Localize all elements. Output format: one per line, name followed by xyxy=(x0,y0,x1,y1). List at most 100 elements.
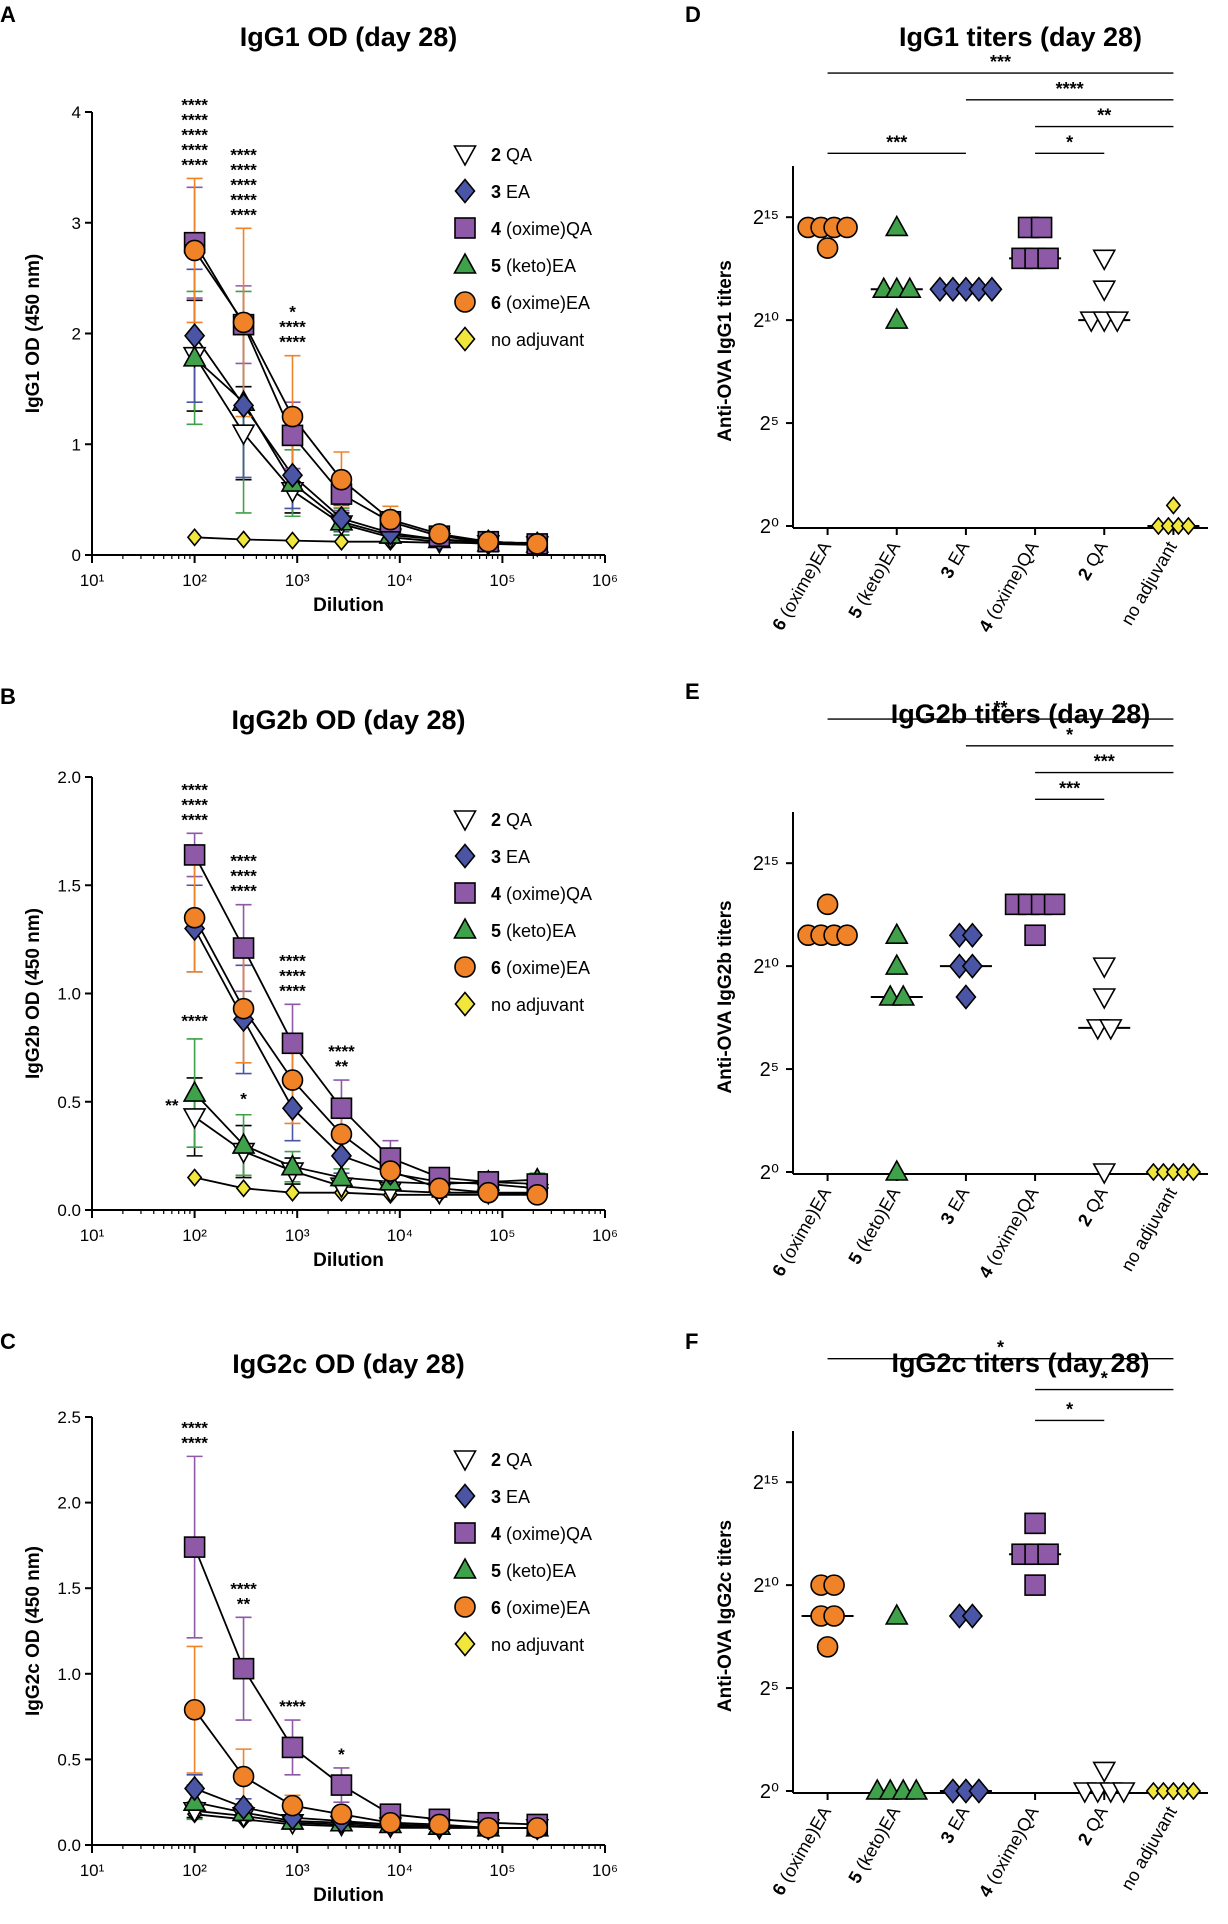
y-axis-label: IgG1 OD (450 nm) xyxy=(23,254,44,413)
x-tick-label: 10¹ xyxy=(80,1861,105,1880)
significance-stars: **** xyxy=(181,155,208,174)
y-tick-label: 1.5 xyxy=(57,1579,81,1598)
y-tick-label: 2.5 xyxy=(57,1408,81,1427)
significance-stars: **** xyxy=(181,1011,208,1030)
data-point-noadj xyxy=(1165,1162,1182,1182)
legend-label: 4 (oxime)QA xyxy=(491,1524,592,1544)
significance-label: ** xyxy=(1097,106,1111,126)
data-point-oqa4 xyxy=(330,1774,353,1796)
x-tick-label: 2 QA xyxy=(1074,1803,1112,1849)
y-tick-label: 0.0 xyxy=(57,1836,81,1855)
significance-stars: **** xyxy=(230,867,257,886)
x-tick-label: 10¹ xyxy=(80,571,105,590)
significance-label: * xyxy=(1066,1399,1073,1419)
x-tick-label: 5 (keto)EA xyxy=(844,1803,904,1887)
legend-label: 2 QA xyxy=(491,145,532,165)
x-tick-label: 3 EA xyxy=(937,1803,974,1847)
significance-label: *** xyxy=(1059,778,1080,798)
y-tick-label: 2¹⁰ xyxy=(753,956,779,978)
y-tick-label: 2¹⁵ xyxy=(753,853,779,875)
x-tick-label: 10³ xyxy=(285,1226,310,1245)
legend-marker-oqa4 xyxy=(454,1522,476,1544)
data-point-noadj xyxy=(284,1183,301,1202)
legend-marker-oea6 xyxy=(454,1596,476,1618)
x-tick-label: 10⁵ xyxy=(489,1861,515,1880)
data-point-ea3 xyxy=(961,953,983,979)
y-tick-label: 2⁵ xyxy=(760,1059,779,1081)
legend-label: 3 EA xyxy=(491,1487,530,1507)
data-point-ea3 xyxy=(961,922,983,948)
data-point-qa2 xyxy=(1092,280,1117,302)
x-tick-label: 10⁴ xyxy=(387,571,413,590)
data-point-kea5 xyxy=(884,953,909,975)
legend-label: 5 (keto)EA xyxy=(491,256,576,276)
y-tick-label: 2.0 xyxy=(57,768,81,787)
data-point-oea6 xyxy=(836,924,858,947)
data-point-oea6 xyxy=(836,216,858,239)
legend-marker-ea3 xyxy=(454,178,476,204)
x-tick-label: 3 EA xyxy=(937,1184,974,1228)
data-point-qa2 xyxy=(1092,988,1117,1010)
x-tick-label: 10⁶ xyxy=(592,571,618,590)
data-point-oea6 xyxy=(526,1817,549,1839)
data-point-ea3 xyxy=(281,462,304,489)
data-point-qa2 xyxy=(231,424,256,446)
chart-title: IgG1 titers (day 28) xyxy=(899,22,1142,52)
data-point-ea3 xyxy=(330,505,352,532)
panel-letter: F xyxy=(685,1329,698,1354)
significance-label: *** xyxy=(886,132,907,152)
y-tick-label: 0.5 xyxy=(57,1750,81,1769)
legend-marker-qa2 xyxy=(453,145,477,167)
panel-letter: C xyxy=(0,1329,16,1354)
data-point-oqa4 xyxy=(1037,247,1059,270)
data-point-noadj xyxy=(1165,1781,1182,1801)
data-point-oea6 xyxy=(330,468,353,491)
x-tick-label: 4 (oxime)QA xyxy=(975,1803,1043,1900)
significance-stars: **** xyxy=(230,882,257,901)
data-point-ea3 xyxy=(955,984,977,1010)
y-tick-label: 1.0 xyxy=(57,1665,81,1684)
data-point-qa2 xyxy=(1092,957,1117,979)
legend-marker-noadj xyxy=(454,326,476,352)
y-tick-label: 3 xyxy=(72,214,81,233)
data-point-oea6 xyxy=(330,1803,353,1825)
significance-stars: **** xyxy=(230,175,257,194)
panel-A: A IgG1 OD (day 28) 0 1 2 3 4 10¹ 10² 10³ 10⁴ 10⁵ 10⁶… xyxy=(0,2,618,616)
data-point-kea5 xyxy=(182,345,207,367)
data-point-noadj xyxy=(333,532,350,552)
legend-label: no adjuvant xyxy=(491,330,584,350)
data-point-qa2 xyxy=(182,1108,207,1130)
data-point-oea6 xyxy=(232,997,255,1020)
data-point-oqa4 xyxy=(330,1097,353,1120)
data-point-ea3 xyxy=(961,1603,983,1629)
panel-letter: B xyxy=(0,684,16,709)
data-point-kea5 xyxy=(904,1778,929,1800)
significance-stars: **** xyxy=(181,140,208,159)
significance-stars: **** xyxy=(230,145,257,164)
data-point-oea6 xyxy=(816,237,839,259)
data-point-qa2 xyxy=(1105,311,1130,333)
legend-label: no adjuvant xyxy=(491,995,584,1015)
y-tick-label: 1 xyxy=(72,435,81,454)
data-point-kea5 xyxy=(329,1164,354,1187)
y-axis-label: Anti-OVA IgG2b titers xyxy=(715,900,736,1093)
data-point-oea6 xyxy=(281,405,304,428)
x-tick-label: 6 (oxime)EA xyxy=(768,1184,835,1280)
data-point-oqa4 xyxy=(281,1032,304,1055)
y-tick-label: 4 xyxy=(72,103,81,122)
x-tick-label: 10⁵ xyxy=(489,571,515,590)
legend-label: no adjuvant xyxy=(491,1635,584,1655)
legend-label: 3 EA xyxy=(491,847,530,867)
significance-stars: ** xyxy=(335,1057,349,1076)
x-tick-label: 10⁶ xyxy=(592,1226,618,1245)
chart-title: IgG2c OD (day 28) xyxy=(232,1349,465,1379)
data-point-oea6 xyxy=(428,1813,451,1836)
x-tick-label: 10⁵ xyxy=(489,1226,515,1245)
x-tick-label: 10³ xyxy=(285,571,310,590)
data-point-oqa4 xyxy=(232,937,255,959)
significance-stars: **** xyxy=(181,810,208,829)
legend-label: 2 QA xyxy=(491,1450,532,1470)
data-point-oea6 xyxy=(816,893,839,916)
significance-stars: * xyxy=(240,1089,247,1108)
panel-letter: A xyxy=(0,2,16,27)
